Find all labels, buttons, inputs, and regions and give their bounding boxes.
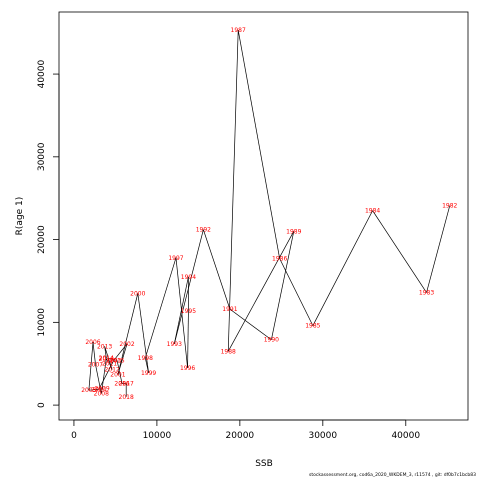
line-segment <box>88 342 94 391</box>
line-segment <box>92 342 96 365</box>
line-segment <box>117 343 128 375</box>
line-segment <box>116 360 123 384</box>
point-label-2006: 2006 <box>85 339 100 346</box>
y-axis-label: R(age 1) <box>15 197 25 236</box>
line-segment <box>173 229 204 344</box>
point-label-1987: 1987 <box>231 27 246 34</box>
point-label-1989: 1989 <box>286 228 301 235</box>
point-label-1996: 1996 <box>180 365 195 372</box>
line-segment <box>229 308 272 341</box>
point-label-1986: 1986 <box>272 256 287 263</box>
point-label-2014: 2014 <box>99 355 114 362</box>
x-tick-label: 0 <box>71 431 77 441</box>
point-label-1985: 1985 <box>305 323 320 330</box>
line-segment <box>426 205 451 293</box>
point-label-2004: 2004 <box>91 386 106 393</box>
y-axis: 0 10000 20000 30000 40000 <box>37 59 60 408</box>
line-segment <box>187 310 189 368</box>
point-label-2015: 2015 <box>109 357 124 364</box>
line-segment <box>101 358 107 389</box>
line-segment <box>144 257 177 359</box>
series-line <box>88 30 451 397</box>
point-label-1994: 1994 <box>181 274 196 281</box>
point-label-2008: 2008 <box>94 391 109 398</box>
line-segment <box>100 388 103 394</box>
point-label-1990: 1990 <box>264 337 279 344</box>
point-label-2018: 2018 <box>119 394 134 401</box>
line-segment <box>113 343 128 361</box>
point-label-2009: 2009 <box>94 386 109 393</box>
point-label-2010: 2010 <box>99 356 114 363</box>
point-label-1988: 1988 <box>221 348 236 355</box>
line-segment <box>105 358 110 364</box>
y-tick-label: 10000 <box>37 308 47 337</box>
x-tick-label: 40000 <box>391 431 420 441</box>
footer-credit: stockassessment.org, cod6a_2020_WKDEM_3,… <box>309 473 476 478</box>
y-tick-label: 40000 <box>37 59 47 88</box>
point-label-2002: 2002 <box>119 341 134 348</box>
point-label-1997: 1997 <box>168 255 183 262</box>
x-tick-label: 10000 <box>143 431 172 441</box>
point-label-2007: 2007 <box>88 362 103 369</box>
x-tick-label: 30000 <box>308 431 337 441</box>
line-segment <box>175 257 188 368</box>
year-labels: 1982 1983 1984 1985 1986 1987 1988 1989 1990 1991… <box>81 27 457 401</box>
line-segment <box>237 30 281 259</box>
line-segment <box>227 30 239 352</box>
point-label-1992: 1992 <box>196 227 211 234</box>
line-segment <box>98 360 115 390</box>
point-label-1999: 1999 <box>141 370 156 377</box>
line-segment <box>312 210 373 326</box>
point-label-1991: 1991 <box>222 306 237 313</box>
point-label-2003: 2003 <box>106 357 121 364</box>
point-label-2013: 2013 <box>97 343 112 350</box>
line-segment <box>104 346 113 370</box>
point-label-1995: 1995 <box>181 308 196 315</box>
line-segment <box>137 293 149 373</box>
point-label-1984: 1984 <box>365 208 380 215</box>
x-axis: 0 10000 20000 30000 40000 <box>71 419 420 441</box>
line-segment <box>372 210 427 293</box>
point-label-2000: 2000 <box>130 290 145 297</box>
line-segment <box>117 293 139 375</box>
line-segment <box>106 357 118 361</box>
point-label-2005: 2005 <box>81 387 96 394</box>
point-label-1993: 1993 <box>167 341 182 348</box>
point-label-2001: 2001 <box>110 371 125 378</box>
point-label-2017: 2017 <box>119 381 134 388</box>
point-label-1983: 1983 <box>419 290 434 297</box>
x-axis-label: SSB <box>255 459 273 469</box>
line-segment <box>279 258 314 326</box>
line-segment <box>271 231 295 340</box>
point-label-2016: 2016 <box>114 381 129 388</box>
y-tick-label: 30000 <box>37 142 47 171</box>
line-segment <box>95 364 102 394</box>
y-tick-label: 0 <box>37 402 47 408</box>
point-label-2012: 2012 <box>104 367 119 374</box>
point-label-1998: 1998 <box>138 355 153 362</box>
line-segment <box>104 346 107 358</box>
point-label-2011: 2011 <box>102 361 117 368</box>
point-label-1982: 1982 <box>442 203 457 210</box>
line-segment <box>203 229 231 310</box>
y-tick-label: 20000 <box>37 225 47 254</box>
x-tick-label: 20000 <box>226 431 255 441</box>
line-segment <box>227 231 295 352</box>
line-segment <box>88 389 99 391</box>
